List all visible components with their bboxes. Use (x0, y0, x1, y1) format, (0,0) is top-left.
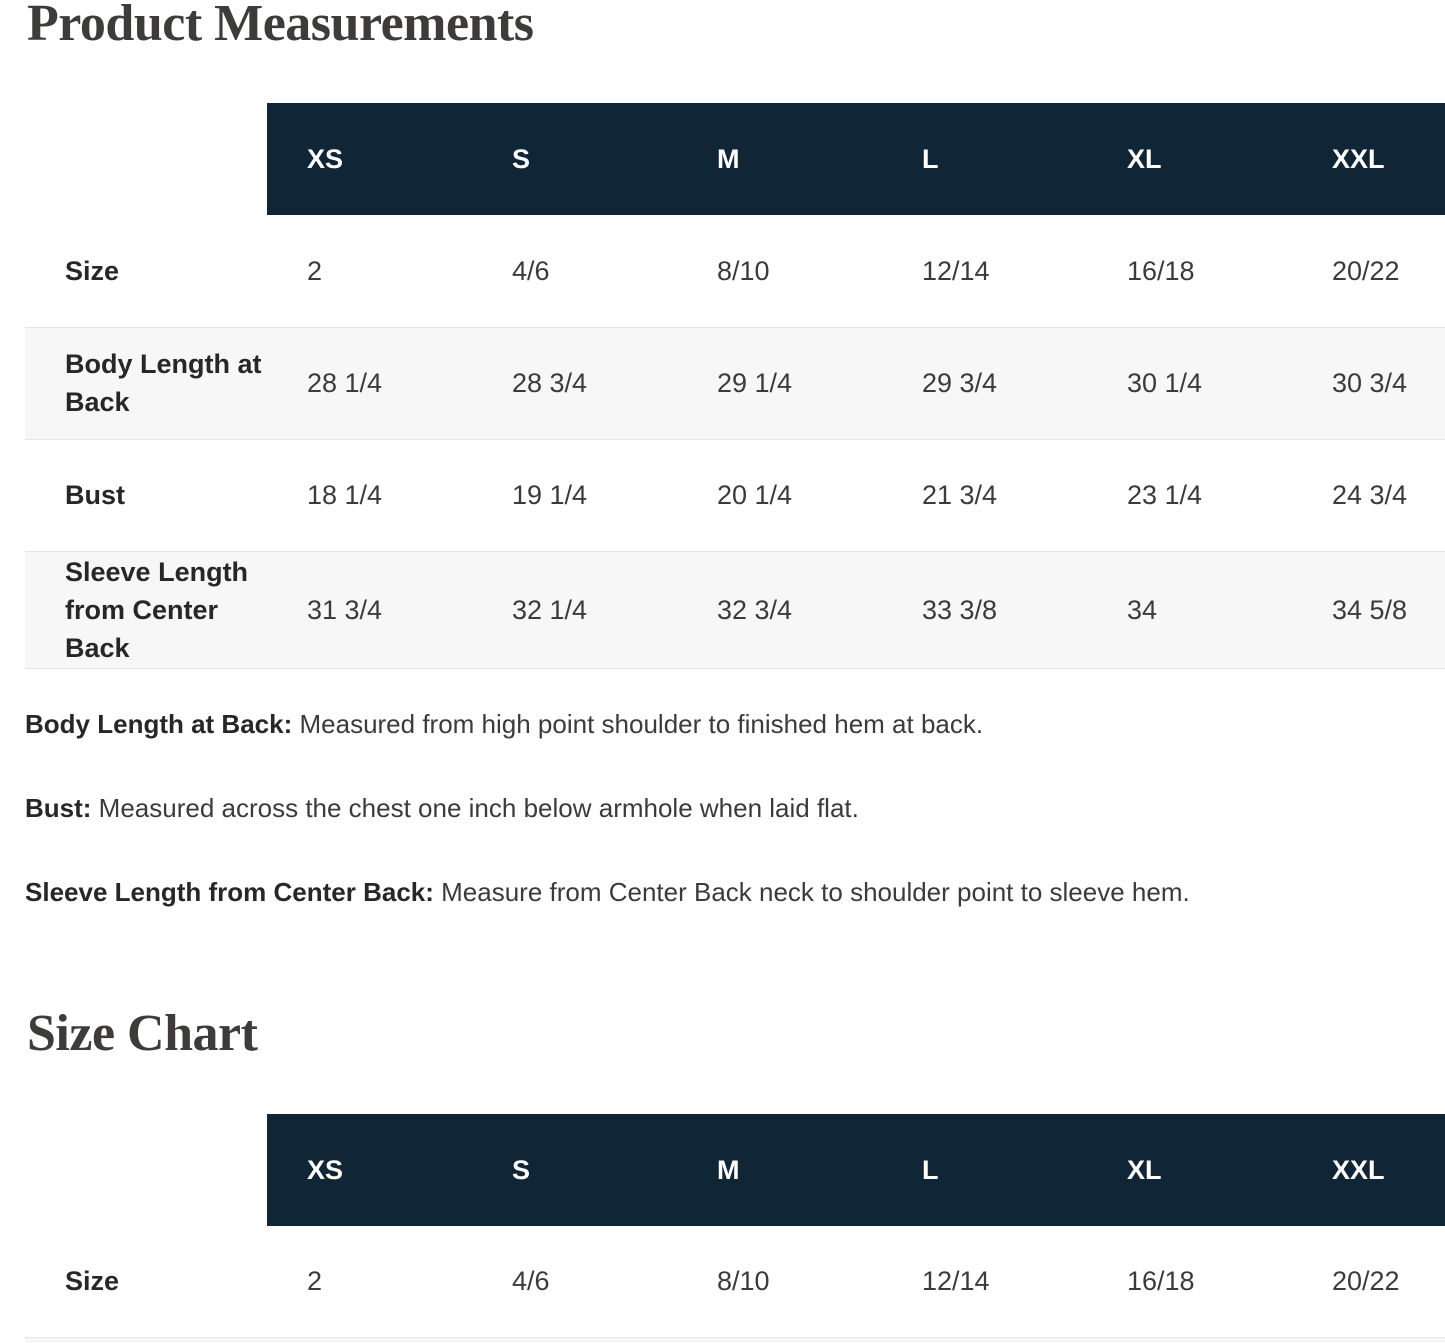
cell-size-l: 12/14 (922, 255, 990, 286)
cell-size-s: 4/6 (512, 255, 550, 286)
note-body-length: Body Length at Back: Measured from high … (25, 707, 1445, 741)
cell-body-length-s: 28 3/4 (472, 326, 677, 440)
size-chart-table-wrapper: XS S M L XL XXL Size 2 4/6 8/10 12/14 16… (25, 1113, 1445, 1343)
row-label-size: Size (65, 255, 120, 286)
column-header-xxl: XXL (1292, 1113, 1445, 1226)
size-chart-title: Size Chart (27, 1004, 258, 1062)
cell-sleeve-s: 32 1/4 (472, 550, 677, 669)
size-header-row: XS S M L XL XXL (25, 103, 1445, 215)
cell-sleeve-l: 33 3/8 (882, 550, 1087, 669)
cell-bust-s: 19 1/4 (512, 480, 588, 510)
cell-sleeve-xxl: 34 5/8 (1292, 550, 1445, 669)
table-row-bust: Bust 18 1/4 19 1/4 20 1/4 21 3/4 23 1/4 … (25, 439, 1445, 551)
cell-size-xs: 2 (307, 255, 323, 286)
cell-body-length-xs: 28 1/4 (267, 326, 472, 440)
note-sleeve-length: Sleeve Length from Center Back: Measure … (25, 875, 1445, 909)
cell-size-xl: 16/18 (1127, 1266, 1195, 1297)
cell-bust-xxl: 24 3/4 (1332, 480, 1408, 510)
column-header-m: M (677, 1113, 882, 1226)
header-corner-cell (25, 1114, 267, 1226)
cell-body-length-xl: 30 1/4 (1087, 326, 1292, 440)
table-row-sleeve-length: Sleeve Length from Center Back 31 3/4 32… (25, 550, 1445, 669)
cell-body-length-xxl: 30 3/4 (1292, 326, 1445, 440)
cell-size-xxl: 20/22 (1332, 1266, 1400, 1297)
column-header-l: L (882, 1113, 1087, 1226)
product-measurements-table-wrapper: XS S M L XL XXL Size 2 4/6 8/10 12/14 16… (25, 103, 1445, 669)
clipped-row-cell (25, 1337, 1445, 1343)
cell-body-length-m: 29 1/4 (677, 326, 882, 440)
cell-bust-m: 20 1/4 (717, 480, 793, 510)
cell-sleeve-xs: 31 3/4 (267, 550, 472, 669)
row-label-body-length: Body Length at Back (25, 326, 267, 440)
page-title: Product Measurements (27, 0, 534, 52)
note-body-length-definition: Measured from high point shoulder to fin… (299, 708, 984, 739)
table-row-size: Size 2 4/6 8/10 12/14 16/18 20/22 (25, 215, 1445, 327)
cell-body-length-l: 29 3/4 (882, 326, 1087, 440)
column-header-xs: XS (267, 103, 472, 215)
cell-sleeve-m: 32 3/4 (677, 550, 882, 669)
cell-size-xxl: 20/22 (1332, 255, 1400, 286)
size-chart-table: XS S M L XL XXL Size 2 4/6 8/10 12/14 16… (25, 1113, 1445, 1343)
header-corner-cell (25, 103, 267, 215)
column-header-m: M (677, 103, 882, 215)
column-header-xxl: XXL (1292, 103, 1445, 215)
cell-size-xl: 16/18 (1127, 255, 1195, 286)
row-label-sleeve-length: Sleeve Length from Center Back (25, 550, 267, 669)
note-sleeve-length-term: Sleeve Length from Center Back: (25, 876, 434, 907)
cell-size-m: 8/10 (717, 1266, 770, 1297)
table-row-size: Size 2 4/6 8/10 12/14 16/18 20/22 (25, 1226, 1445, 1338)
note-bust-term: Bust: (25, 792, 92, 823)
column-header-s: S (472, 103, 677, 215)
cell-size-m: 8/10 (717, 255, 770, 286)
note-sleeve-length-definition: Measure from Center Back neck to shoulde… (441, 876, 1190, 907)
cell-size-s: 4/6 (512, 1266, 550, 1297)
row-label-bust: Bust (65, 480, 125, 510)
size-chart-header-row: XS S M L XL XXL (25, 1113, 1445, 1226)
cell-sleeve-xl: 34 (1087, 550, 1292, 669)
note-body-length-term: Body Length at Back: (25, 708, 293, 739)
measurement-notes: Body Length at Back: Measured from high … (25, 707, 1445, 909)
cell-bust-xl: 23 1/4 (1127, 480, 1203, 510)
column-header-s: S (472, 1113, 677, 1226)
cell-size-l: 12/14 (922, 1266, 990, 1297)
column-header-xl: XL (1087, 1113, 1292, 1226)
cell-bust-l: 21 3/4 (922, 480, 998, 510)
column-header-xs: XS (267, 1113, 472, 1226)
cell-size-xs: 2 (307, 1266, 323, 1297)
column-header-l: L (882, 103, 1087, 215)
note-bust-definition: Measured across the chest one inch below… (98, 792, 859, 823)
column-header-xl: XL (1087, 103, 1292, 215)
note-bust: Bust: Measured across the chest one inch… (25, 791, 1445, 825)
table-row-body-length: Body Length at Back 28 1/4 28 3/4 29 1/4… (25, 326, 1445, 440)
table-row-clipped (25, 1337, 1445, 1343)
product-measurements-table: XS S M L XL XXL Size 2 4/6 8/10 12/14 16… (25, 103, 1445, 669)
cell-bust-xs: 18 1/4 (307, 480, 383, 510)
row-label-size: Size (65, 1266, 120, 1297)
